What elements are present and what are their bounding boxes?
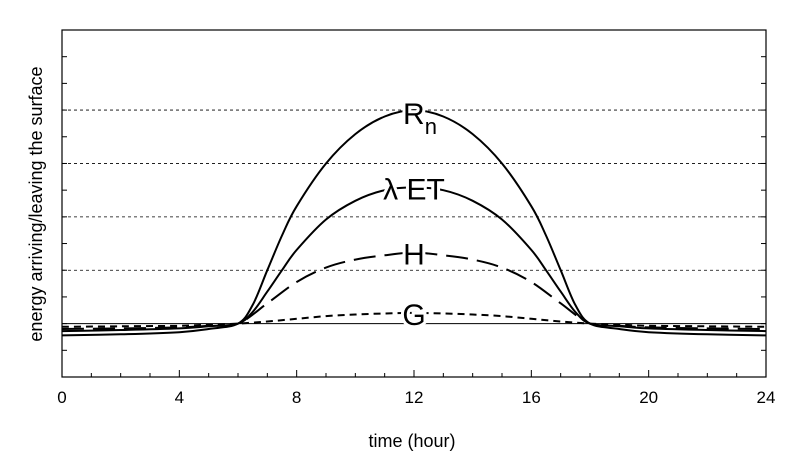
x-axis-title: time (hour) bbox=[368, 431, 455, 451]
series-line-3 bbox=[61, 311, 767, 328]
series-label-subscript: n bbox=[425, 114, 437, 139]
x-tick-label-4: 16 bbox=[522, 388, 541, 407]
x-tick-label-3: 12 bbox=[405, 388, 424, 407]
series-label-3: G bbox=[402, 299, 425, 332]
x-tick-label-0: 0 bbox=[57, 388, 66, 407]
gridlines bbox=[62, 29, 766, 271]
series-line-2 bbox=[61, 251, 767, 330]
series-labels: Rn λ ET HG bbox=[380, 95, 448, 335]
x-tick-label-6: 24 bbox=[757, 388, 776, 407]
y-axis-title: energy arriving/leaving the surface bbox=[26, 66, 46, 341]
x-tick-label-1: 4 bbox=[175, 388, 184, 407]
x-tick-label-5: 20 bbox=[639, 388, 658, 407]
series-label-2: H bbox=[403, 239, 425, 272]
series-lines bbox=[61, 109, 767, 337]
series-label-0: Rn bbox=[403, 98, 437, 139]
axis-ticks: 0 4 8 12 16 20 24 bbox=[57, 29, 776, 407]
series-label-1: λ ET bbox=[383, 173, 445, 206]
x-tick-label-2: 8 bbox=[292, 388, 301, 407]
